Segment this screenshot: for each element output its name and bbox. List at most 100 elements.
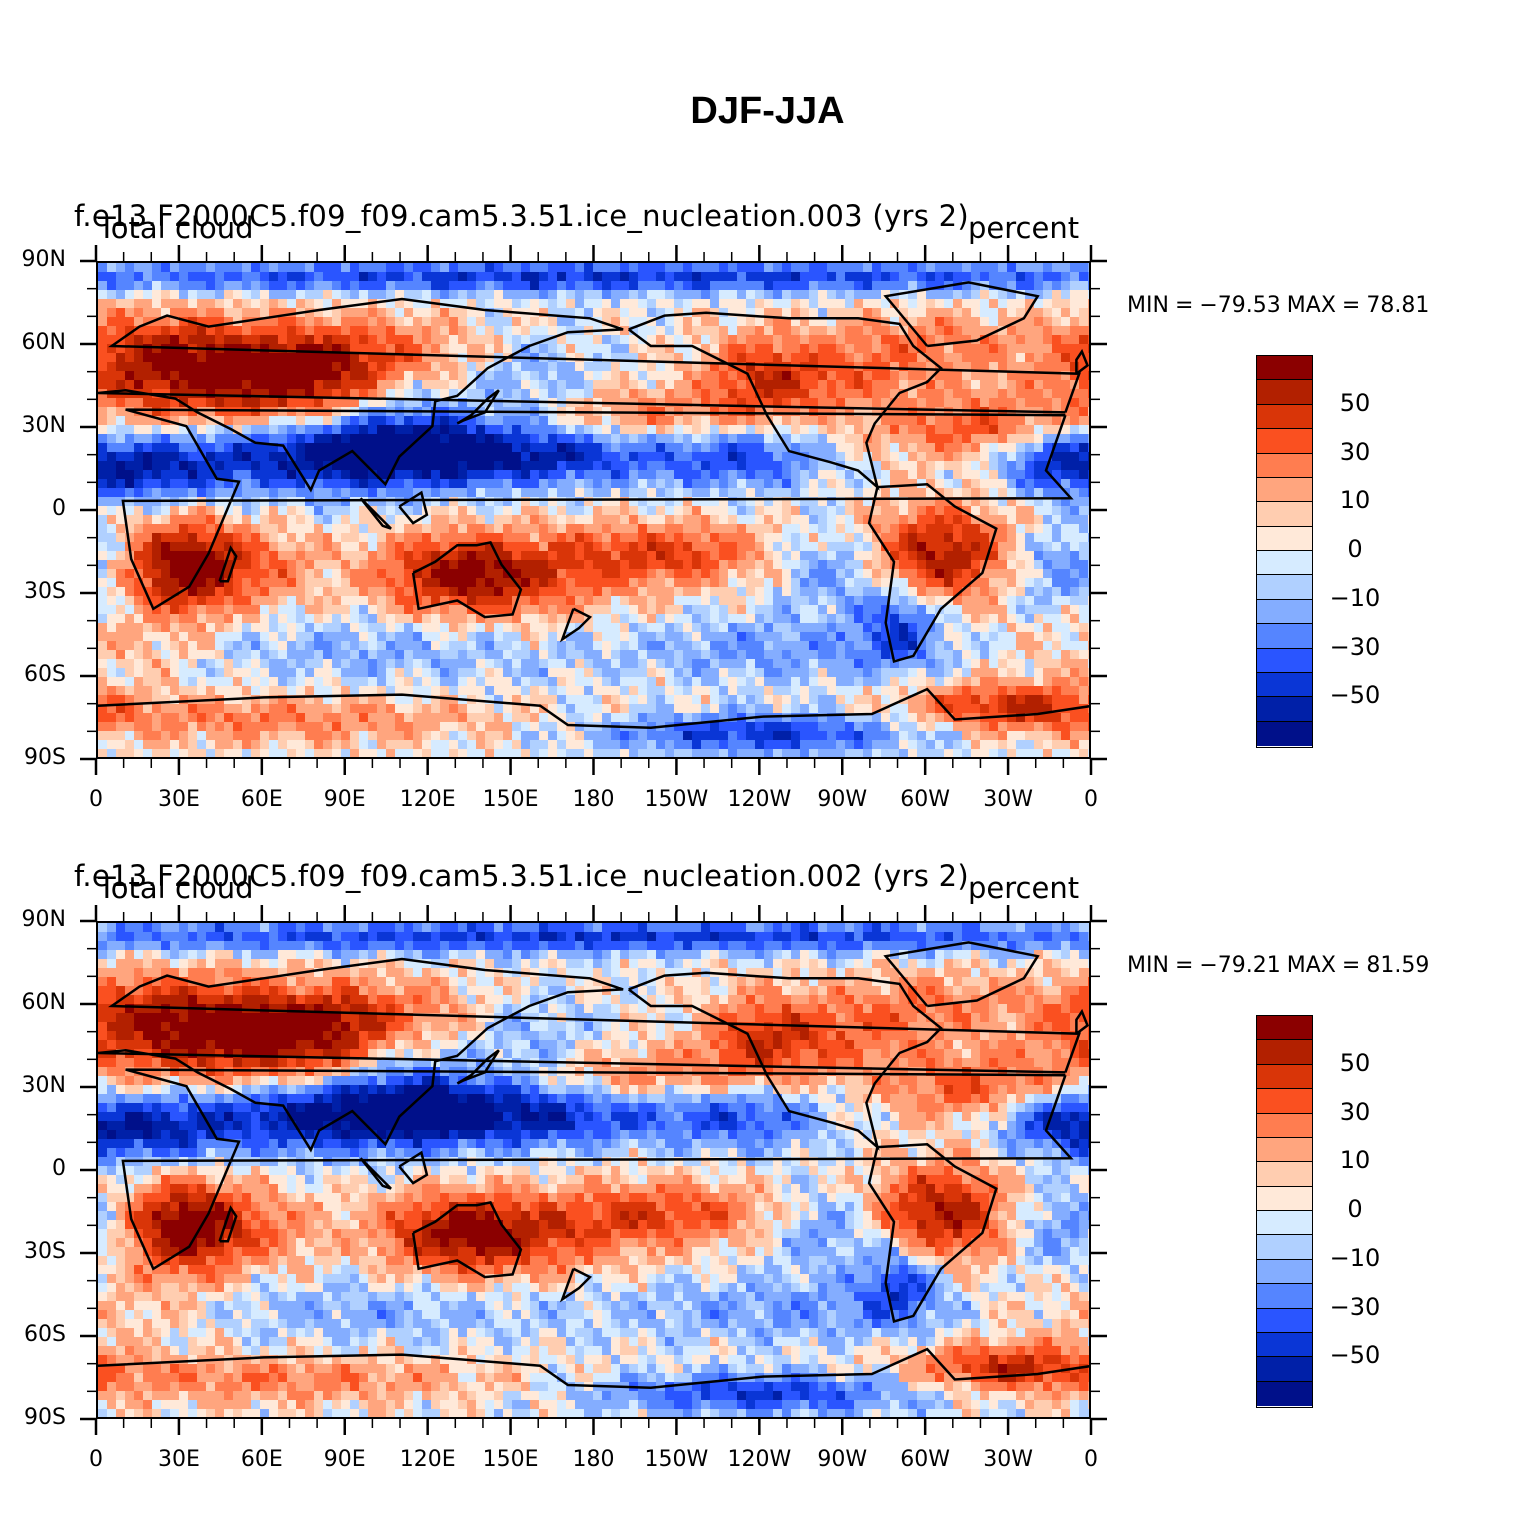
colorbar-label: −10 (1329, 583, 1381, 612)
lon-tick-label: 150W (644, 787, 709, 812)
lat-tick-label: 60N (21, 990, 66, 1015)
coastline (121, 1068, 1074, 1271)
coastline (627, 971, 943, 1151)
colorbar-segment (1257, 1381, 1312, 1406)
colorbar-label: 0 (1347, 535, 1363, 563)
coastline (359, 497, 392, 530)
colorbar-label: −30 (1329, 1292, 1381, 1321)
colorbar-segment (1257, 551, 1312, 576)
contour-field (98, 263, 1089, 757)
units-label: percent (968, 871, 1080, 905)
contour-map (96, 261, 1091, 759)
coastline (218, 545, 238, 583)
equals-sign: = (1341, 953, 1361, 978)
min-value: −79.21 (1199, 953, 1281, 978)
coastline (627, 311, 943, 491)
lat-tick-label: 0 (52, 496, 66, 521)
colorbar-label: −30 (1329, 632, 1381, 661)
min-max-readout: MIN = −79.53 MAX = 78.81 (1127, 293, 1435, 318)
colorbar-segment (1257, 721, 1312, 746)
colorbar-segment (1257, 502, 1312, 527)
coastline (1075, 1008, 1089, 1035)
colorbar-label: −10 (1329, 1243, 1381, 1272)
colorbar-segment (1257, 1357, 1312, 1382)
lon-tick-label: 60E (240, 787, 283, 812)
max-value: 78.81 (1366, 293, 1430, 318)
colorbar (1256, 355, 1313, 748)
lon-tick-label: 60E (240, 1447, 283, 1472)
coastline (98, 957, 1081, 1153)
lat-tick-label: 90N (21, 247, 66, 272)
variable-label: Total cloud (98, 871, 254, 905)
lon-tick-label: 90W (817, 787, 868, 812)
lon-tick-label: 30W (983, 1447, 1033, 1472)
colorbar-label: 30 (1339, 1097, 1371, 1126)
lon-tick-label: 0 (1084, 787, 1098, 812)
colorbar-segment (1257, 648, 1312, 673)
coastline (218, 1205, 238, 1243)
colorbar-segment (1257, 1332, 1312, 1358)
lon-tick-label: 30E (157, 787, 200, 812)
colorbar-segment (1257, 1186, 1312, 1211)
colorbar-segment (1257, 380, 1312, 405)
colorbar-segment (1257, 1113, 1312, 1138)
case-title: f.e13.F2000C5.f09_f09.cam5.3.51.ice_nucl… (74, 859, 969, 893)
colorbar-segment (1257, 1137, 1312, 1163)
colorbar-segment (1257, 599, 1312, 625)
lat-tick-label: 60S (24, 1322, 66, 1347)
colorbar-segment (1257, 404, 1312, 430)
lon-tick-label: 120E (399, 787, 456, 812)
lat-tick-label: 60S (24, 662, 66, 687)
coastline (411, 540, 523, 619)
max-value: 81.59 (1366, 953, 1430, 978)
colorbar-label: 10 (1339, 486, 1371, 515)
colorbar-label: 0 (1347, 1195, 1363, 1223)
colorbar-segment (1257, 356, 1312, 381)
lon-tick-label: 180 (572, 1447, 615, 1472)
map-panel-1: f.e13.F2000C5.f09_f09.cam5.3.51.ice_nucl… (0, 195, 1535, 855)
coastline (1075, 348, 1089, 375)
lon-tick-label: 150E (482, 787, 539, 812)
colorbar-segment (1257, 1235, 1312, 1260)
colorbar-segment (1257, 453, 1312, 478)
colorbar-segment (1257, 672, 1312, 698)
lon-tick-label: 150W (644, 1447, 709, 1472)
lon-tick-label: 90W (817, 1447, 868, 1472)
map-axes (80, 245, 1107, 775)
lat-tick-label: 90S (24, 1405, 66, 1430)
colorbar-segment (1257, 1211, 1312, 1236)
lat-tick-label: 30S (24, 1239, 66, 1264)
lat-tick-label: 0 (52, 1156, 66, 1181)
colorbar-label: −50 (1329, 681, 1381, 710)
colorbar-segment (1257, 624, 1312, 649)
equals-sign: = (1174, 953, 1194, 978)
units-label: percent (968, 211, 1080, 245)
lon-tick-label: 0 (89, 787, 103, 812)
colorbar-segment (1257, 575, 1312, 600)
colorbar-segment (1257, 477, 1312, 503)
lat-tick-label: 30S (24, 579, 66, 604)
coastline (98, 1347, 1089, 1390)
coastline (398, 1150, 429, 1185)
lat-tick-label: 30N (21, 1073, 66, 1098)
variable-label: Total cloud (98, 211, 254, 245)
lon-tick-label: 90E (323, 787, 366, 812)
colorbar-label: 50 (1339, 388, 1371, 417)
lat-tick-label: 30N (21, 413, 66, 438)
colorbar-label: 30 (1339, 437, 1371, 466)
lon-tick-label: 120W (727, 787, 792, 812)
lon-tick-label: 0 (1084, 1447, 1098, 1472)
min-max-readout: MIN = −79.21 MAX = 81.59 (1127, 953, 1435, 978)
colorbar (1256, 1015, 1313, 1408)
figure-title: DJF-JJA (690, 90, 845, 132)
lon-tick-label: 30E (157, 1447, 200, 1472)
colorbar-segment (1257, 697, 1312, 722)
lon-tick-label: 30W (983, 787, 1033, 812)
lon-tick-label: 60W (900, 1447, 951, 1472)
lat-tick-label: 90S (24, 745, 66, 770)
colorbar-segment (1257, 1284, 1312, 1309)
colorbar-label: −50 (1329, 1341, 1381, 1370)
coastline (121, 408, 1074, 611)
lon-tick-label: 120E (399, 1447, 456, 1472)
contour-map (96, 921, 1091, 1419)
